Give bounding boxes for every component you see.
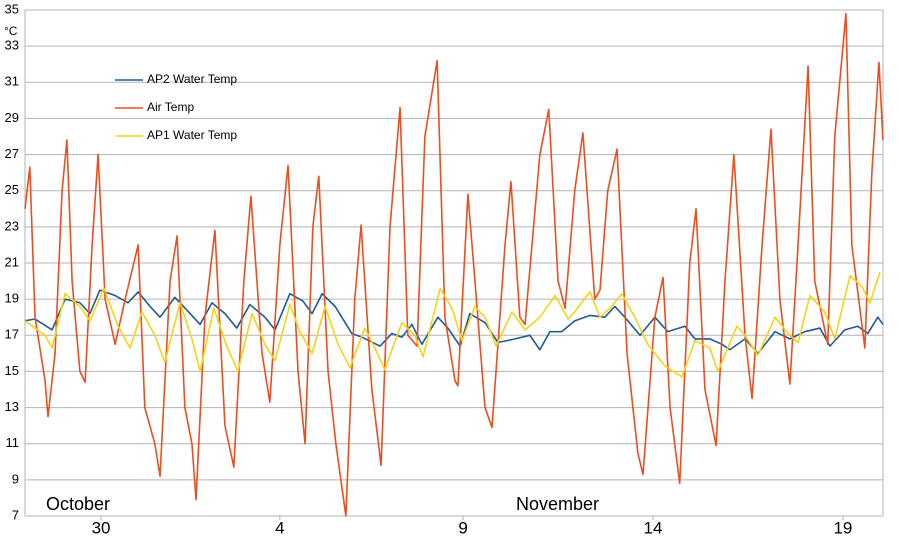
series-line	[24, 12, 884, 517]
y-tick-label: 9	[12, 471, 19, 486]
legend-label: AP1 Water Temp	[147, 128, 237, 142]
y-unit: °C	[4, 24, 18, 38]
y-tick-label: 21	[5, 254, 19, 269]
y-tick-label: 27	[5, 146, 19, 161]
x-tick-label: 4	[275, 518, 284, 537]
y-tick-label: 13	[5, 399, 19, 414]
y-tick-label: 23	[5, 218, 19, 233]
x-tick-label: 19	[833, 518, 852, 537]
y-tick-label: 35	[5, 1, 19, 16]
y-tick-label: 17	[5, 327, 19, 342]
month-label: October	[46, 494, 110, 514]
y-tick-label: 33	[5, 38, 19, 53]
x-tick-label: 9	[458, 518, 467, 537]
y-tick-label: 15	[5, 363, 19, 378]
x-tick-label: 30	[92, 518, 111, 537]
y-tick-label: 29	[5, 110, 19, 125]
y-tick-label: 11	[6, 435, 20, 450]
x-tick-label: 14	[644, 518, 663, 537]
series-line	[24, 289, 884, 355]
y-tick-label: 19	[5, 291, 19, 306]
legend-label: AP2 Water Temp	[147, 72, 237, 86]
y-tick-label: 7	[12, 507, 19, 522]
legend-label: Air Temp	[147, 100, 194, 114]
series-line	[24, 271, 881, 378]
y-tick-label: 31	[5, 74, 19, 89]
month-label: November	[516, 494, 599, 514]
y-tick-label: 25	[5, 182, 19, 197]
